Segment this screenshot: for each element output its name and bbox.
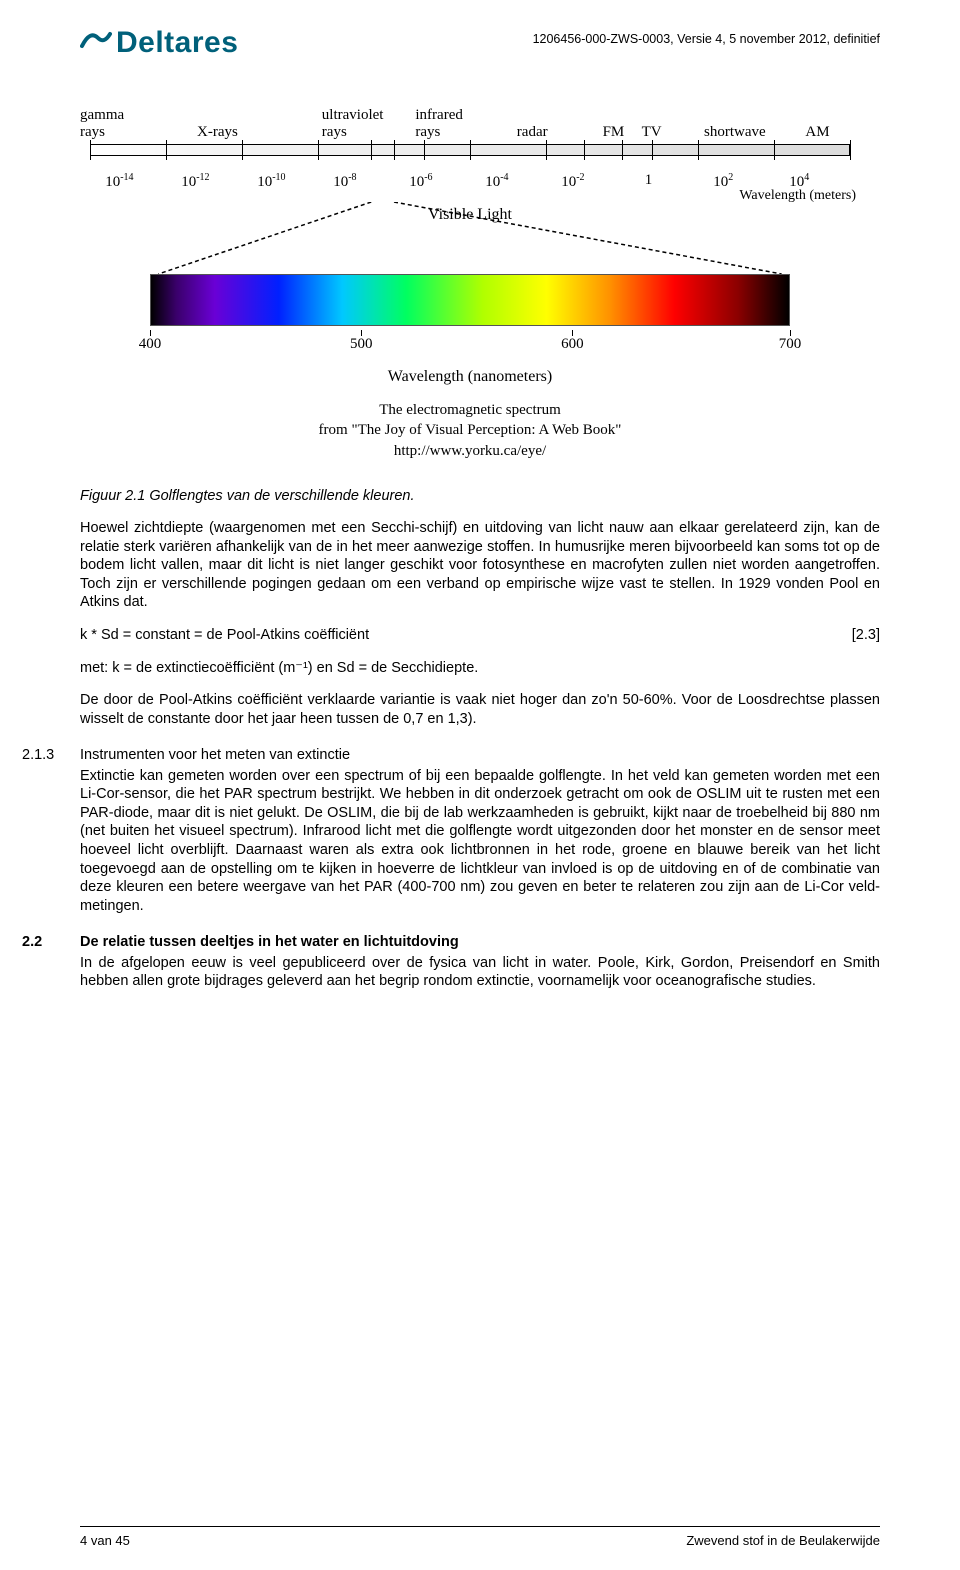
visible-spectrum-bar (150, 274, 790, 326)
em-tick (850, 140, 851, 160)
em-wavelength-value: 1 (645, 172, 653, 189)
credit-line-3: http://www.yorku.ca/eye/ (80, 441, 860, 461)
credit-line-1: The electromagnetic spectrum (80, 400, 860, 420)
page: Deltares 1206456-000-ZWS-0003, Versie 4,… (0, 0, 960, 991)
em-bar (90, 140, 850, 170)
em-tick (698, 140, 699, 160)
em-tick (652, 140, 653, 160)
page-header: Deltares 1206456-000-ZWS-0003, Versie 4,… (80, 24, 880, 62)
em-tick (470, 140, 471, 160)
credit-line-2: from "The Joy of Visual Perception: A We… (80, 420, 860, 440)
em-label: TV (642, 124, 662, 141)
em-tick (166, 140, 167, 160)
visible-tick-label: 500 (350, 336, 373, 353)
em-label: ultraviolet rays (322, 107, 384, 140)
em-wavelength-value: 102 (713, 172, 733, 191)
em-label: shortwave (704, 124, 766, 141)
em-wavelength-value: 10-2 (561, 172, 584, 191)
em-tick (318, 140, 319, 160)
em-label: infrared rays (415, 107, 462, 140)
em-wavelength-value: 10-4 (485, 172, 508, 191)
em-wavelength-value: 10-14 (105, 172, 133, 191)
em-wavelength-value: 10-6 (409, 172, 432, 191)
em-wavelength-value: 10-12 (181, 172, 209, 191)
em-tick (546, 140, 547, 160)
paragraph-1: Hoewel zichtdiepte (waargenomen met een … (80, 519, 880, 612)
visible-axis-caption: Wavelength (nanometers) (80, 368, 860, 386)
equation-lhs: k * Sd = constant = de Pool-Atkins coëff… (80, 626, 369, 645)
section-title-22: De relatie tussen deeltjes in het water … (80, 933, 880, 952)
logo-wave-icon (80, 24, 112, 62)
document-reference: 1206456-000-ZWS-0003, Versie 4, 5 novemb… (533, 24, 880, 46)
em-tick (90, 140, 91, 160)
spectrum-figure: gamma rays X-rays ultraviolet rays infrared… (80, 102, 860, 461)
paragraph-3: De door de Pool-Atkins coëfficiënt verkl… (80, 691, 880, 728)
section-body-213: Extinctie kan gemeten worden over een sp… (80, 767, 880, 915)
em-tick (774, 140, 775, 160)
section-title-213: Instrumenten voor het meten van extincti… (80, 746, 880, 765)
visible-tick-label: 700 (779, 336, 802, 353)
em-wavelength-row: Wavelength (meters) 10-1410-1210-1010-81… (90, 170, 850, 202)
section-22: 2.2 De relatie tussen deeltjes in het wa… (80, 933, 880, 991)
footer-page-number: 4 van 45 (80, 1533, 130, 1548)
em-tick (394, 140, 395, 160)
em-label: gamma rays (80, 107, 124, 140)
em-wavelength-value: 10-10 (257, 172, 285, 191)
section-213: 2.1.3 Instrumenten voor het meten van ex… (80, 746, 880, 915)
visible-expand-lines: Visible Light (90, 202, 850, 274)
section-number-213: 2.1.3 (22, 746, 80, 915)
em-tick (371, 140, 372, 160)
visible-axis: 400500600700 (150, 330, 790, 366)
em-label: X-rays (197, 124, 238, 141)
em-tick (584, 140, 585, 160)
visible-tick-label: 600 (561, 336, 584, 353)
expand-lines-icon (90, 202, 850, 274)
em-tick (424, 140, 425, 160)
figure-credit: The electromagnetic spectrum from "The J… (80, 400, 860, 461)
logo-text: Deltares (116, 26, 238, 60)
em-wavelength-value: 104 (789, 172, 809, 191)
em-tick (242, 140, 243, 160)
em-band-labels: gamma rays X-rays ultraviolet rays infrared… (80, 102, 860, 140)
figure-caption: Figuur 2.1 Golflengtes van de verschille… (80, 487, 880, 506)
equation-number: [2.3] (852, 626, 880, 645)
page-footer: 4 van 45 Zwevend stof in de Beulakerwijd… (80, 1526, 880, 1548)
section-number-22: 2.2 (22, 933, 80, 991)
em-tick (622, 140, 623, 160)
deltares-logo: Deltares (80, 24, 238, 62)
equation-row: k * Sd = constant = de Pool-Atkins coëff… (80, 626, 880, 645)
section-body-22: In de afgelopen eeuw is veel gepubliceer… (80, 954, 880, 991)
em-label: radar (517, 124, 548, 141)
em-label: AM (805, 124, 829, 141)
footer-doc-title: Zwevend stof in de Beulakerwijde (686, 1533, 880, 1548)
em-label: FM (603, 124, 625, 141)
em-wavelength-value: 10-8 (333, 172, 356, 191)
paragraph-2: met: k = de extinctiecoëfficiënt (m⁻¹) e… (80, 659, 880, 678)
visible-tick-label: 400 (139, 336, 162, 353)
body-text: Figuur 2.1 Golflengtes van de verschille… (80, 487, 880, 991)
